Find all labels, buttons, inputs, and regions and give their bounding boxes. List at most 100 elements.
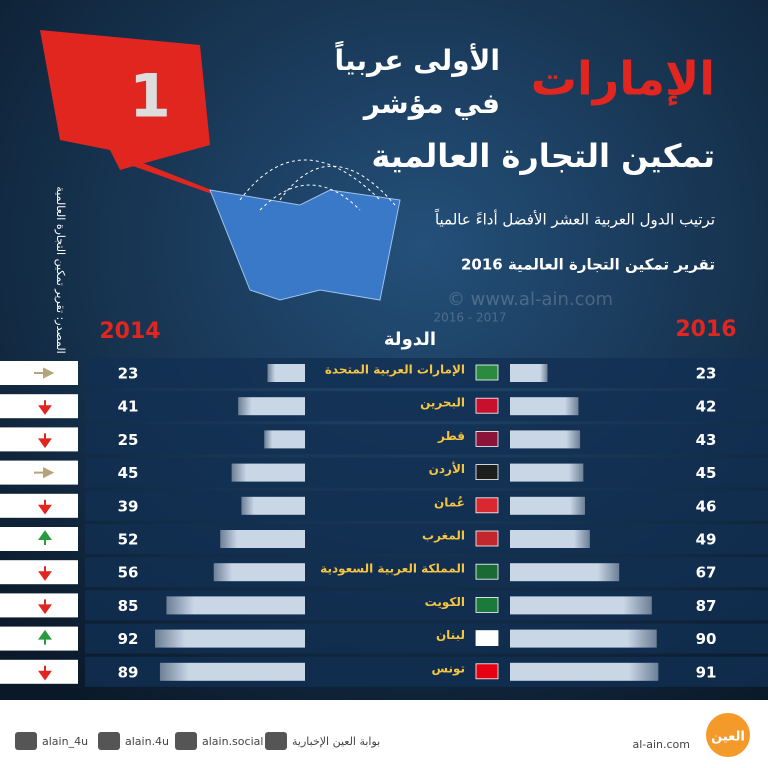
- bar-2014: [166, 596, 305, 615]
- trend-arrow: [34, 466, 55, 479]
- country: الكويت: [425, 595, 465, 610]
- social: بوابة العين الإخبارية: [292, 735, 380, 748]
- bar-2014: [220, 530, 305, 548]
- rank-2016: 67: [696, 564, 717, 582]
- rank-2016: 23: [696, 365, 717, 383]
- rank-2016: 43: [696, 431, 717, 449]
- subtitle: ترتيب الدول العربية العشر الأفضل أداءً ع…: [434, 208, 715, 228]
- row-band: [85, 391, 768, 422]
- column-header: 2014: [99, 319, 160, 344]
- trend-arrow: [34, 367, 55, 379]
- rank-2016: 87: [696, 597, 717, 615]
- title: في مؤشر: [362, 87, 500, 120]
- country: الأردن: [429, 461, 465, 476]
- rank-2016: 45: [696, 464, 717, 482]
- bar-2016: [510, 563, 620, 582]
- country: البحرين: [420, 396, 465, 410]
- site: al-ain.com: [632, 738, 690, 751]
- bar-2016: [510, 463, 584, 482]
- country: تونس: [432, 661, 466, 676]
- rank-2016: 49: [696, 531, 717, 549]
- bar-2014: [267, 364, 305, 382]
- country: الإمارات العربية المتحدة: [325, 363, 465, 377]
- title: الأولى عربياً: [335, 40, 500, 77]
- bar-2016: [510, 496, 585, 515]
- logo-bg: [706, 713, 750, 757]
- rank-2016: 46: [696, 497, 717, 515]
- map: [209, 189, 401, 301]
- row-band: [85, 524, 768, 554]
- column-header: الدولة: [384, 329, 436, 350]
- trend-arrow: [38, 433, 52, 449]
- flag: [475, 663, 499, 680]
- source: المصدر: تقرير تمكين التجارة العالمية: [54, 186, 67, 353]
- footer-bg: [0, 700, 768, 768]
- bar-2016: [510, 397, 579, 416]
- trend-arrow: [38, 629, 52, 645]
- rank-2014: 25: [118, 431, 139, 449]
- logo: العين: [711, 730, 745, 745]
- country: المغرب: [422, 529, 465, 543]
- trend-arrow: [38, 665, 52, 681]
- social: alain.social: [202, 735, 263, 748]
- footer: alain_4u alain.4u alain.social بوابة الع…: [15, 713, 750, 757]
- bar-2016: [510, 596, 652, 615]
- icon: [265, 732, 287, 750]
- flag: [475, 464, 499, 481]
- row-band: [85, 490, 768, 521]
- rank-2014: 92: [118, 630, 139, 648]
- bar-2014: [231, 463, 305, 482]
- routes: [239, 159, 396, 211]
- icon: [15, 732, 37, 750]
- country: لبنان: [436, 628, 465, 642]
- rank-2014: 85: [118, 597, 139, 615]
- rank-2014: 89: [118, 663, 139, 681]
- country: قطر: [437, 429, 465, 443]
- bar-2016: [510, 430, 581, 449]
- row-band: [85, 424, 768, 455]
- badge: 1: [129, 62, 171, 132]
- flag: [475, 497, 499, 514]
- watermark: © www.al-ain.com: [447, 289, 613, 310]
- country: عُمان: [434, 495, 465, 509]
- row-band: [85, 358, 768, 388]
- trend-arrow: [38, 530, 52, 545]
- trend-arrow: [38, 566, 52, 581]
- icon: [175, 732, 197, 750]
- social: alain_4u: [42, 735, 88, 748]
- title: الإمارات: [531, 52, 715, 106]
- bar-2016: [510, 364, 548, 382]
- country: المملكة العربية السعودية: [320, 562, 465, 577]
- rank-2014: 41: [118, 398, 139, 416]
- flag: [475, 563, 499, 580]
- trend-arrow: [38, 599, 52, 615]
- rank-2016: 42: [696, 398, 717, 416]
- icon: [98, 732, 120, 750]
- column-header: 2016: [675, 317, 736, 342]
- bar-2014: [213, 563, 305, 582]
- rank-2014: 39: [118, 497, 139, 515]
- row-band: [85, 557, 768, 588]
- rank-2016: 91: [696, 663, 717, 681]
- rows: 23 23 الإمارات العربية المتحدة 42 41 البحرين 4…: [0, 358, 768, 687]
- rank-2014: 56: [118, 564, 139, 582]
- trend-arrow: [38, 499, 52, 515]
- bar-2016: [510, 629, 657, 648]
- rank-2016: 90: [696, 630, 717, 648]
- flag: [475, 364, 499, 381]
- row-band: [85, 457, 768, 488]
- title: تمكين التجارة العالمية: [371, 137, 715, 175]
- bar-2016: [510, 662, 659, 681]
- flag: [475, 397, 499, 414]
- bar-2014: [159, 662, 305, 681]
- rank-2014: 52: [118, 531, 139, 549]
- social: alain.4u: [125, 735, 169, 748]
- bar-2014: [264, 430, 305, 449]
- flag: [475, 630, 499, 646]
- rank-2014: 23: [118, 365, 139, 383]
- rank-2014: 45: [118, 464, 139, 482]
- bar-2014: [155, 629, 305, 648]
- banner: [40, 30, 210, 170]
- report: تقرير تمكين التجارة العالمية 2016: [461, 256, 715, 274]
